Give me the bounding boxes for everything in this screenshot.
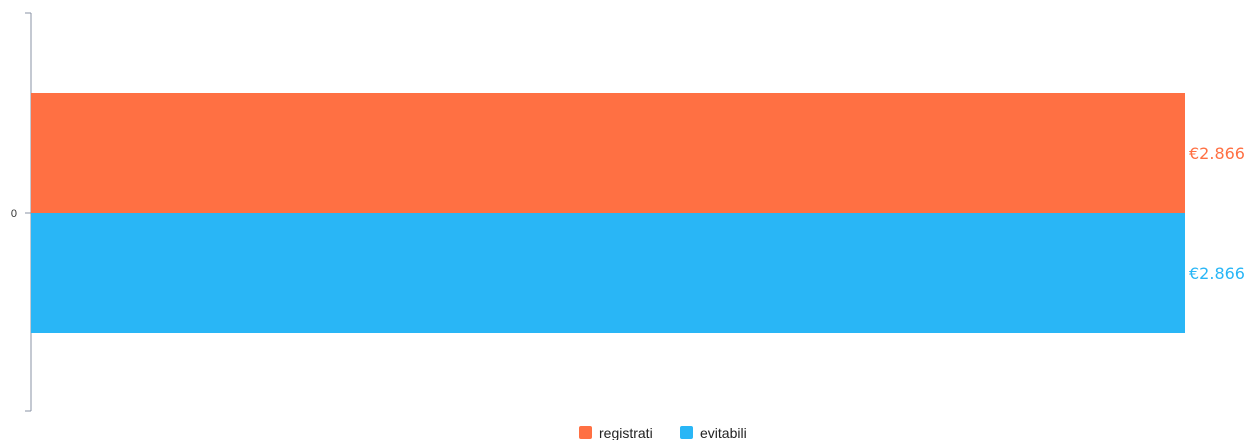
- data-label-evitabili: €2.866: [1189, 264, 1245, 283]
- legend-label-registrati[interactable]: registrati: [599, 425, 653, 440]
- y-axis: 0: [11, 12, 32, 412]
- legend: registrati evitabili: [579, 425, 747, 440]
- legend-swatch-registrati[interactable]: [579, 426, 592, 439]
- bar-evitabili: [31, 213, 1185, 333]
- legend-label-evitabili[interactable]: evitabili: [700, 425, 747, 440]
- legend-swatch-evitabili[interactable]: [680, 426, 693, 439]
- y-tick-label: 0: [11, 208, 17, 220]
- bar-registrati: [31, 93, 1185, 213]
- bars: [31, 93, 1185, 333]
- data-label-registrati: €2.866: [1189, 144, 1245, 163]
- data-labels: €2.866 €2.866: [1189, 144, 1245, 283]
